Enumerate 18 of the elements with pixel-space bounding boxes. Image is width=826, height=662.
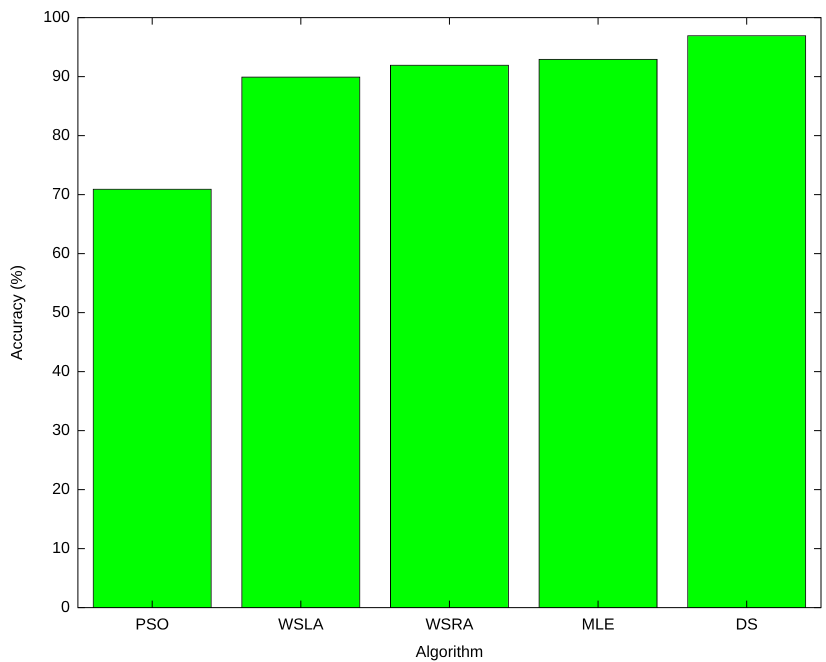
- y-tick-label: 90: [52, 68, 70, 86]
- y-tick-label: 10: [52, 540, 70, 558]
- x-tick-label: PSO: [135, 616, 170, 634]
- y-tick-label: 50: [52, 304, 70, 322]
- y-tick-label: 80: [52, 127, 70, 144]
- y-tick-label: 30: [52, 422, 70, 440]
- y-tick-label: 100: [43, 9, 70, 26]
- y-tick-label: 60: [52, 245, 70, 262]
- y-tick-label: 0: [60, 599, 70, 616]
- x-tick-label: DS: [736, 616, 758, 634]
- y-axis-title: Accuracy (%): [9, 265, 26, 360]
- x-tick-label: MLE: [582, 616, 615, 634]
- x-tick-label: WSLA: [278, 616, 324, 634]
- y-tick-label: 70: [52, 186, 70, 204]
- x-tick-label: WSRA: [425, 616, 474, 634]
- y-tick-label: 20: [52, 481, 70, 498]
- y-tick-label: 40: [52, 363, 70, 380]
- x-axis-title: Algorithm: [416, 644, 484, 661]
